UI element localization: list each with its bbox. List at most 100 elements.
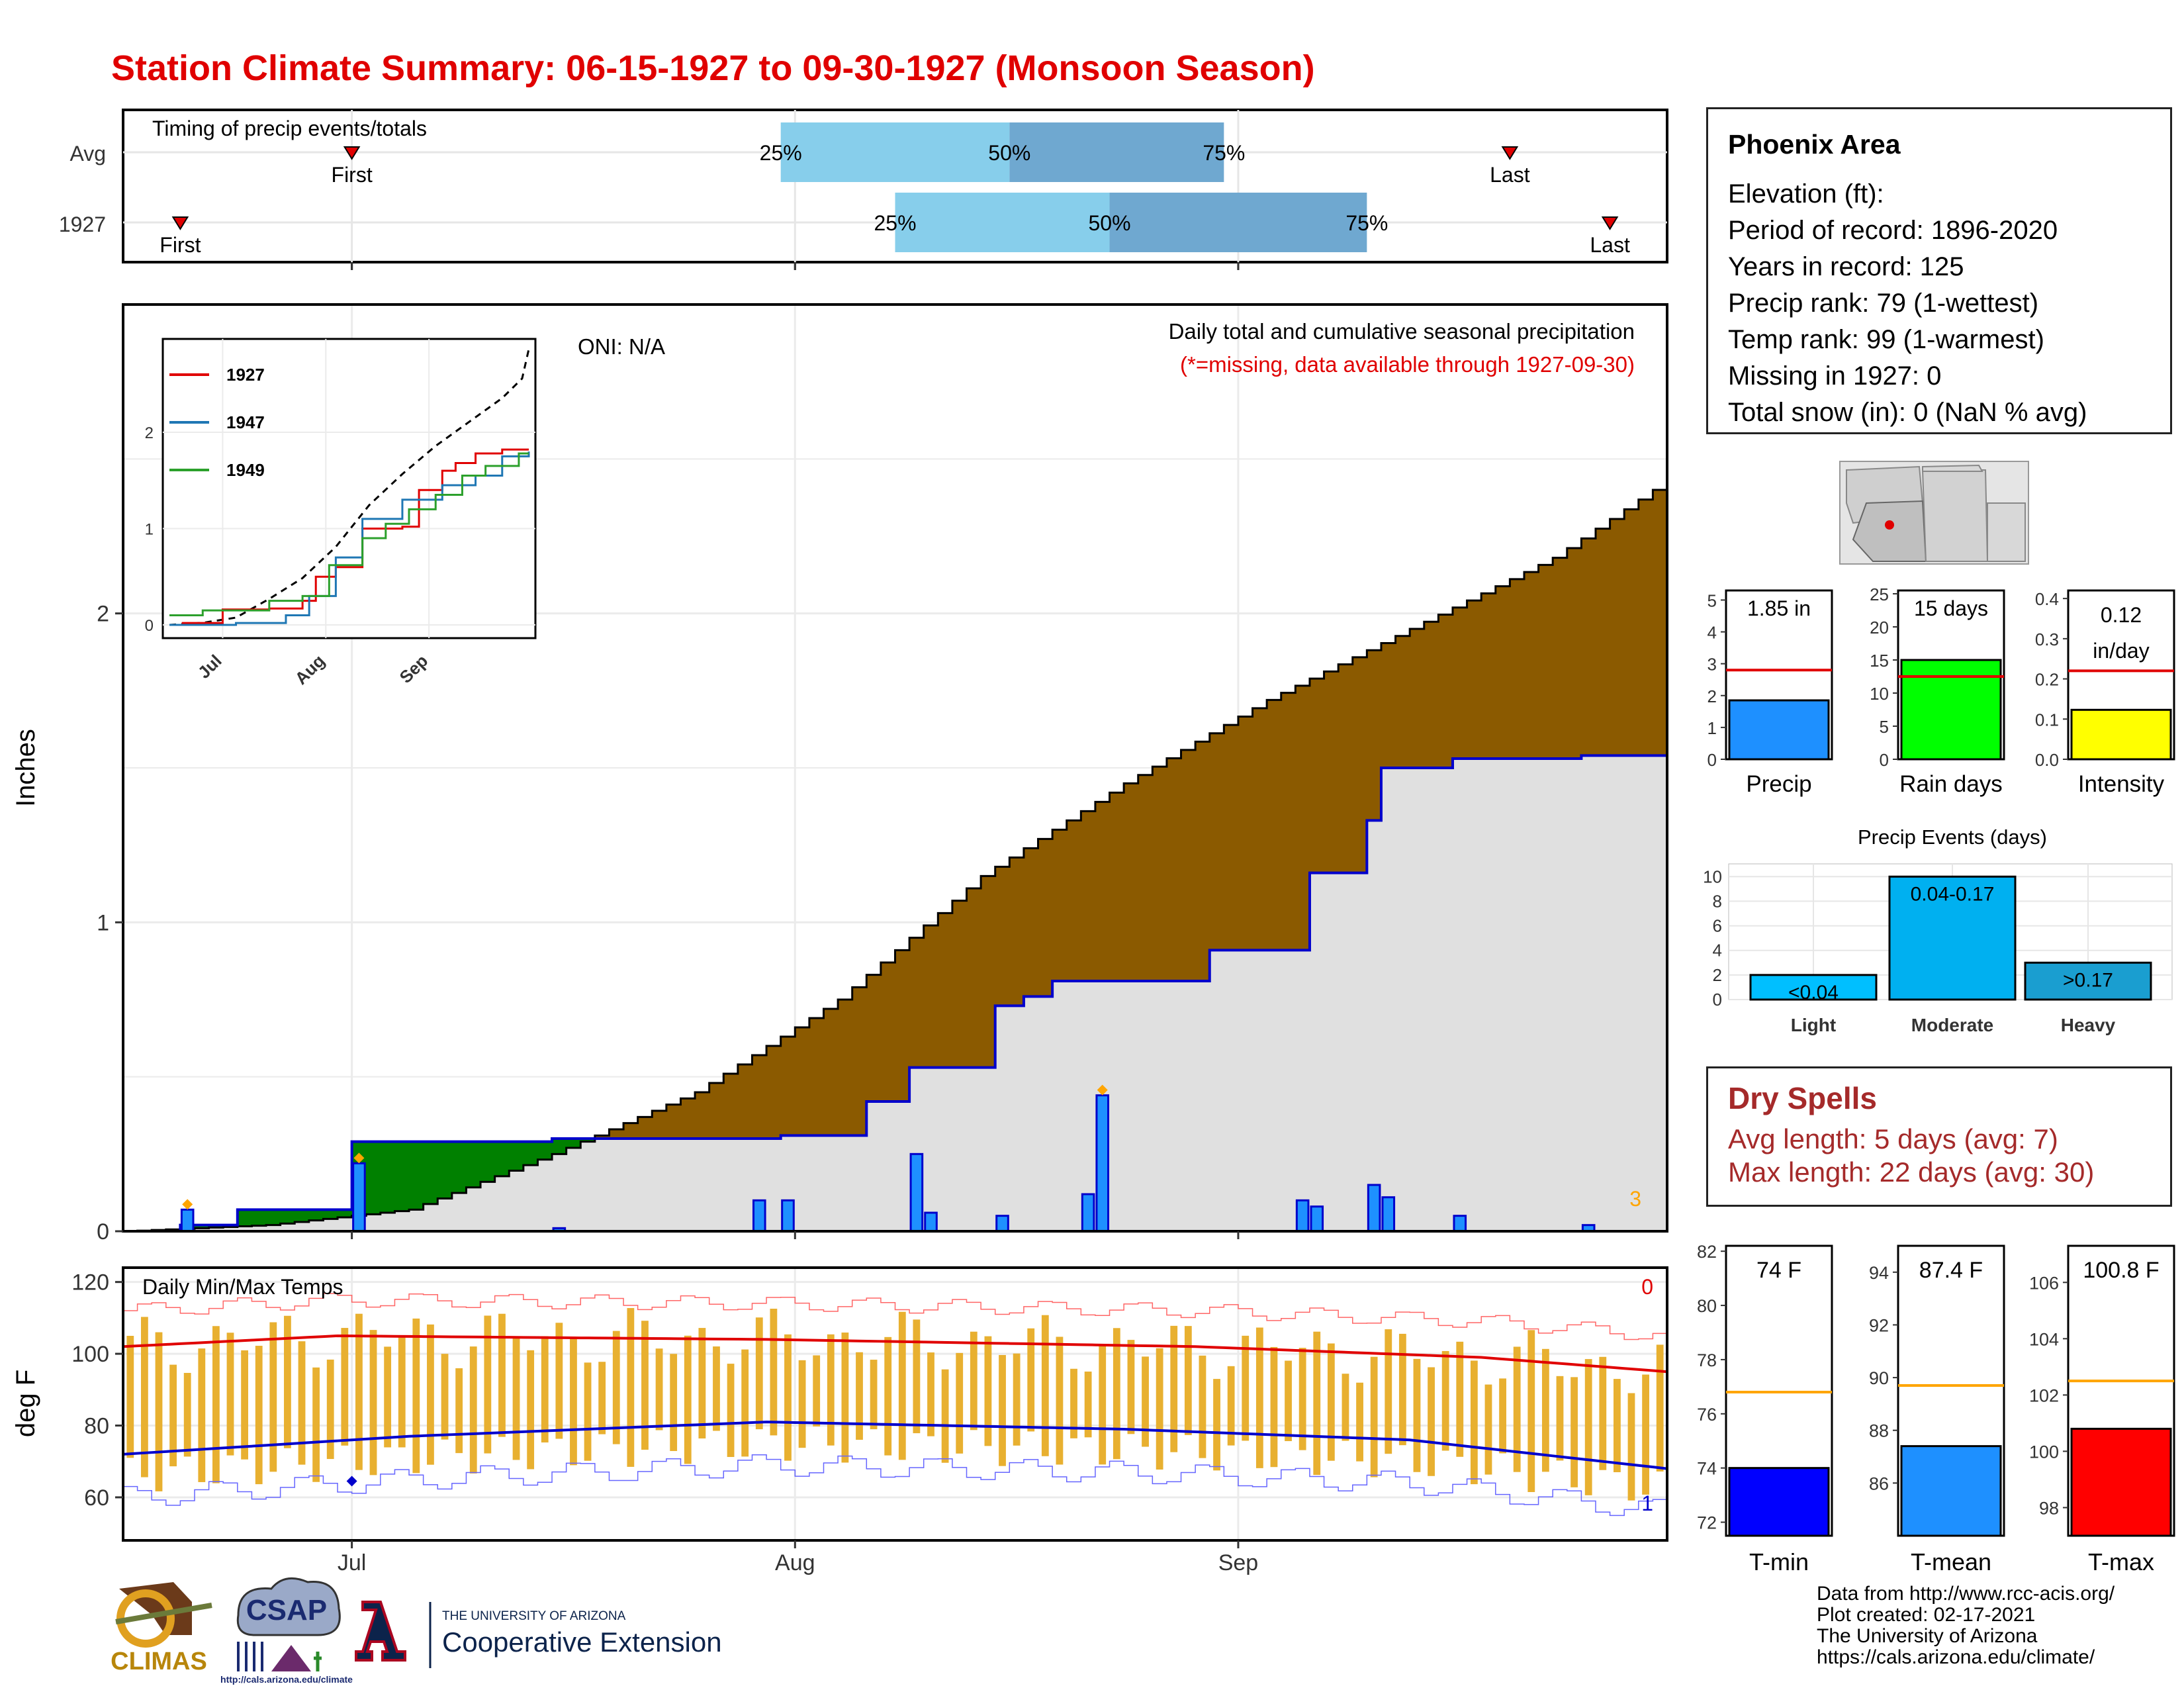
daily-precip-bar [781, 1199, 795, 1231]
daily-temp-bar [713, 1346, 720, 1431]
summary-y-tick-label: 15 [1870, 651, 1889, 671]
daily-temp-bar [884, 1336, 892, 1456]
timing-first-label: First [332, 163, 373, 187]
info-temp-rank: Temp rank: 99 (1-warmest) [1728, 325, 2044, 354]
timing-last-label: Last [1490, 163, 1530, 187]
temp-x-tick-label: Jul [338, 1550, 366, 1575]
events-y-tick-label: 2 [1713, 965, 1722, 985]
timing-quantile-label: 50% [988, 141, 1030, 165]
daily-temp-bar [1070, 1368, 1077, 1438]
daily-temp-bar [1170, 1325, 1178, 1452]
above-average-segment [394, 1141, 410, 1211]
summary-bar-Intensity [2070, 708, 2172, 761]
daily-precip-bar [1381, 1196, 1396, 1231]
daily-temp-bar [198, 1348, 206, 1482]
daily-temp-bar [584, 1362, 592, 1461]
timing-last-marker [1601, 216, 1619, 230]
daily-temp-bar [1470, 1360, 1478, 1485]
daily-temp-bar [627, 1308, 635, 1467]
daily-temp-bar [455, 1368, 463, 1454]
daily-temp-bar [798, 1360, 806, 1448]
daily-temp-bar [770, 1309, 778, 1436]
daily-temp-bar [341, 1328, 349, 1446]
region-map [1839, 461, 2029, 565]
daily-temp-bar [1213, 1379, 1220, 1471]
daily-temp-bar [527, 1350, 535, 1470]
summary-category-label: Precip [1746, 771, 1811, 797]
daily-temp-bar [1527, 1330, 1535, 1492]
timing-q50-q75-avg [1009, 122, 1224, 182]
summary-y-tick-label: 0.2 [2035, 670, 2059, 690]
daily-temp-bar [641, 1321, 649, 1450]
summary-y-tick-label: 20 [1870, 618, 1889, 637]
daily-temp-bar [856, 1352, 863, 1440]
temp-summary-y-tick-label: 72 [1697, 1513, 1717, 1533]
daily-temp-bar [1599, 1356, 1607, 1470]
above-average-segment [195, 1225, 210, 1229]
events-bar-label: 0.04-0.17 [1911, 883, 1995, 905]
daily-temp-bar [269, 1322, 277, 1472]
year-cumulative-area [123, 659, 1667, 1231]
above-average-segment [523, 1141, 538, 1166]
temp-panel-title: Daily Min/Max Temps [142, 1275, 343, 1299]
daily-temp-bar [841, 1333, 849, 1463]
inset-y-tick-label: 0 [145, 617, 154, 635]
record-min-line [123, 1454, 1667, 1517]
daily-temp-bar [755, 1317, 763, 1430]
timing-row-label-avg: Avg [69, 142, 106, 165]
climas-logo-bar [115, 1603, 212, 1624]
daily-temp-bar [1584, 1359, 1592, 1495]
daily-temp-bar [1327, 1343, 1335, 1461]
daily-temp-bar [1013, 1353, 1021, 1446]
daily-temp-bar [412, 1318, 420, 1474]
summary-y-tick-label: 1 [1707, 718, 1717, 738]
daily-temp-bar [241, 1350, 249, 1460]
events-bar-Moderate [1888, 875, 2017, 1001]
temp-summary-bar-T-mean [1900, 1445, 2002, 1537]
timing-q25-q50-year [895, 193, 1110, 252]
temp-summary-y-tick-label: 76 [1697, 1405, 1717, 1425]
csap-cactus [314, 1652, 322, 1671]
daily-temp-bar [183, 1372, 191, 1457]
daily-temp-bar [1285, 1360, 1292, 1442]
station-name: Phoenix Area [1728, 129, 1901, 160]
inset-average-line [169, 349, 530, 626]
daily-temp-bar [984, 1336, 992, 1446]
map-state-az [1852, 500, 1927, 562]
daily-precip-bar [1367, 1184, 1381, 1231]
dry-spells-box: Dry Spells Avg length: 5 days (avg: 7) M… [1706, 1066, 2172, 1207]
daily-temp-bar [155, 1332, 163, 1491]
daily-temp-bar [1342, 1374, 1349, 1441]
csap-mountain [271, 1645, 311, 1671]
daily-precip-bar [180, 1208, 195, 1231]
temp-y-tick-label: 60 [84, 1485, 109, 1511]
above-average-segment [580, 1139, 596, 1142]
daily-temp-bar [1255, 1327, 1263, 1468]
precip-y-tick-label: 1 [97, 910, 109, 935]
csap-url: http://cals.arizona.edu/climate [220, 1674, 353, 1685]
missing-note: (*=missing, data available through 1927-… [1180, 352, 1635, 377]
record-min-marker [346, 1476, 357, 1487]
events-category-label: Moderate [1911, 1015, 1993, 1035]
temp-summary-y-tick-label: 106 [2029, 1273, 2059, 1293]
summary-y-tick-label: 2 [1707, 686, 1717, 706]
daily-temp-bar [141, 1317, 148, 1477]
record-marker [353, 1152, 365, 1164]
daily-temp-bar [1484, 1384, 1492, 1475]
daily-temp-bar [1184, 1326, 1192, 1435]
summary-y-tick-label: 25 [1870, 585, 1889, 604]
temp-x-tick-label: Aug [775, 1550, 815, 1575]
credits-university: The University of Arizona [1817, 1625, 2038, 1647]
daily-temp-bar [784, 1334, 792, 1461]
temp-summary-value-label: 87.4 F [1919, 1258, 1983, 1283]
precip-caption: Daily total and cumulative seasonal prec… [1169, 319, 1635, 344]
timing-quantile-label: 50% [1089, 211, 1131, 235]
daily-temp-bar [941, 1369, 949, 1463]
daily-temp-bar [684, 1335, 692, 1464]
normal-min-line [123, 1421, 1667, 1470]
page-title: Station Climate Summary: 06-15-1927 to 0… [111, 48, 1315, 88]
daily-temp-bar [1270, 1346, 1278, 1468]
daily-precip-bar [1081, 1193, 1095, 1231]
timing-row-label-year: 1927 [59, 212, 106, 236]
